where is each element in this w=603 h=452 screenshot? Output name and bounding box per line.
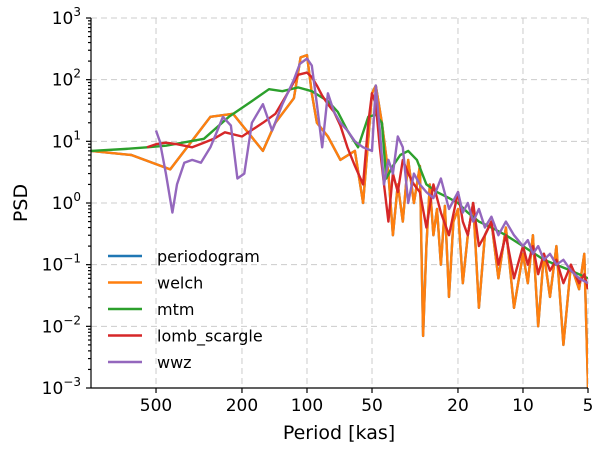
x-tick-label: 5 [583, 396, 594, 416]
series-line-lomb-scargle [146, 71, 588, 290]
y-tick-label: 102 [52, 67, 81, 91]
y-tick-exponent: −3 [63, 375, 81, 389]
legend-label: welch [157, 274, 203, 293]
y-tick-exponent: 2 [73, 67, 81, 81]
y-tick-base: 10 [42, 317, 64, 337]
series-lines [91, 53, 588, 388]
y-tick-label: 10−3 [42, 375, 81, 399]
y-tick-base: 10 [52, 71, 74, 91]
y-tick-base: 10 [52, 9, 74, 29]
y-tick-base: 10 [52, 132, 74, 152]
x-tick-label: 200 [226, 396, 258, 416]
legend-label: lomb_scargle [157, 327, 263, 347]
legend-label: wwz [157, 353, 192, 372]
legend-label: mtm [157, 300, 194, 319]
x-tick-label: 20 [447, 396, 469, 416]
y-tick-exponent: −1 [63, 252, 81, 266]
y-tick-label: 10−1 [42, 252, 81, 276]
y-tick-label: 10−2 [42, 313, 81, 337]
x-ticks: 500 200 100 50 20 10 5 [140, 388, 594, 416]
legend-label: periodogram [157, 247, 260, 266]
y-tick-exponent: 0 [73, 190, 81, 204]
y-tick-exponent: 1 [73, 128, 81, 142]
y-tick-label: 100 [52, 190, 81, 214]
y-tick-base: 10 [42, 379, 64, 399]
y-tick-exponent: 3 [73, 5, 81, 19]
series-line-wwz [154, 57, 588, 285]
y-tick-base: 10 [52, 194, 74, 214]
y-tick-label: 103 [52, 5, 81, 29]
y-tick-base: 10 [42, 256, 64, 276]
x-tick-label: 10 [512, 396, 534, 416]
y-tick-label: 101 [52, 128, 81, 152]
x-tick-label: 100 [291, 396, 323, 416]
y-tick-exponent: −2 [63, 313, 81, 327]
x-tick-label: 500 [140, 396, 172, 416]
y-axis-label: PSD [10, 184, 32, 222]
x-tick-label: 50 [361, 396, 383, 416]
x-axis-label: Period [kas] [283, 422, 395, 444]
